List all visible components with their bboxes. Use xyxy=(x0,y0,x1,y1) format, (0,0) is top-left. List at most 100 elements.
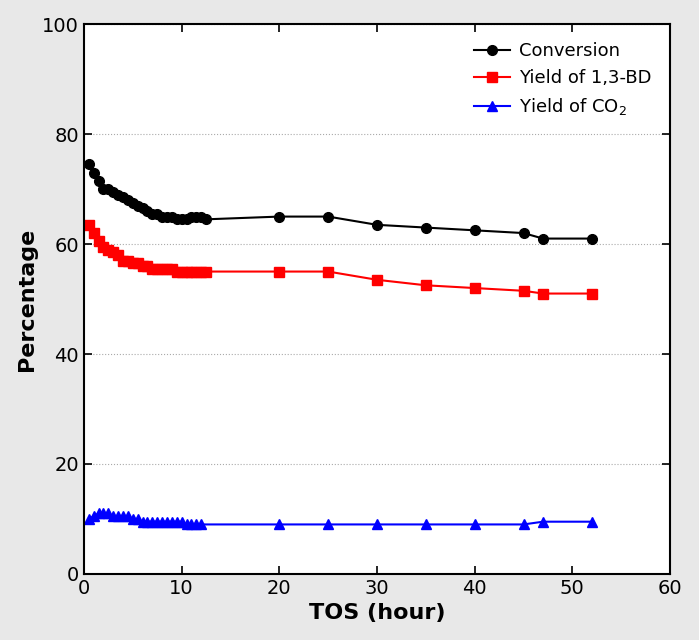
Yield of CO$_2$ xyxy=(99,509,108,517)
Yield of 1,3-BD xyxy=(163,265,171,273)
Yield of 1,3-BD xyxy=(119,257,127,264)
Yield of CO$_2$ xyxy=(539,518,547,525)
Yield of 1,3-BD xyxy=(192,268,201,275)
Conversion xyxy=(94,177,103,185)
Yield of 1,3-BD xyxy=(539,290,547,298)
Yield of 1,3-BD xyxy=(153,265,161,273)
Yield of CO$_2$ xyxy=(588,518,596,525)
Yield of CO$_2$ xyxy=(85,515,93,523)
Yield of CO$_2$ xyxy=(119,513,127,520)
Yield of 1,3-BD xyxy=(197,268,206,275)
Yield of CO$_2$ xyxy=(138,518,147,525)
Yield of CO$_2$ xyxy=(124,513,132,520)
Yield of 1,3-BD xyxy=(158,265,166,273)
Yield of CO$_2$ xyxy=(324,520,332,528)
Conversion xyxy=(173,216,181,223)
Yield of 1,3-BD xyxy=(373,276,381,284)
Yield of 1,3-BD xyxy=(178,268,186,275)
Conversion xyxy=(324,212,332,220)
Yield of CO$_2$ xyxy=(109,513,117,520)
Conversion xyxy=(421,224,430,232)
Yield of CO$_2$ xyxy=(470,520,479,528)
Conversion xyxy=(104,185,113,193)
Y-axis label: Percentage: Percentage xyxy=(17,227,36,371)
Yield of 1,3-BD xyxy=(173,268,181,275)
Yield of 1,3-BD xyxy=(187,268,196,275)
Conversion xyxy=(143,207,152,215)
Yield of 1,3-BD xyxy=(99,243,108,251)
Yield of 1,3-BD xyxy=(421,282,430,289)
Yield of 1,3-BD xyxy=(202,268,210,275)
Yield of 1,3-BD xyxy=(588,290,596,298)
Yield of CO$_2$ xyxy=(275,520,284,528)
Yield of 1,3-BD xyxy=(134,259,142,267)
Line: Yield of 1,3-BD: Yield of 1,3-BD xyxy=(84,220,597,298)
Yield of 1,3-BD xyxy=(275,268,284,275)
Yield of 1,3-BD xyxy=(109,248,117,256)
Conversion xyxy=(182,216,191,223)
Yield of CO$_2$ xyxy=(114,513,122,520)
Yield of 1,3-BD xyxy=(114,252,122,259)
X-axis label: TOS (hour): TOS (hour) xyxy=(309,604,445,623)
Conversion xyxy=(158,212,166,220)
Yield of 1,3-BD xyxy=(138,262,147,270)
Conversion xyxy=(89,169,98,177)
Conversion xyxy=(373,221,381,228)
Yield of 1,3-BD xyxy=(324,268,332,275)
Legend: Conversion, Yield of 1,3-BD, Yield of CO$_2$: Conversion, Yield of 1,3-BD, Yield of CO… xyxy=(466,33,661,126)
Yield of CO$_2$ xyxy=(168,518,176,525)
Conversion xyxy=(114,191,122,198)
Conversion xyxy=(202,216,210,223)
Yield of CO$_2$ xyxy=(373,520,381,528)
Yield of CO$_2$ xyxy=(187,520,196,528)
Yield of CO$_2$ xyxy=(178,518,186,525)
Line: Yield of CO$_2$: Yield of CO$_2$ xyxy=(84,509,597,529)
Yield of CO$_2$ xyxy=(192,520,201,528)
Conversion xyxy=(519,229,528,237)
Yield of 1,3-BD xyxy=(168,265,176,273)
Yield of CO$_2$ xyxy=(421,520,430,528)
Yield of 1,3-BD xyxy=(89,229,98,237)
Line: Conversion: Conversion xyxy=(84,159,597,243)
Yield of 1,3-BD xyxy=(129,259,137,267)
Yield of CO$_2$ xyxy=(148,518,157,525)
Yield of CO$_2$ xyxy=(163,518,171,525)
Conversion xyxy=(539,235,547,243)
Conversion xyxy=(138,205,147,212)
Yield of CO$_2$ xyxy=(143,518,152,525)
Yield of CO$_2$ xyxy=(129,515,137,523)
Conversion xyxy=(178,216,186,223)
Conversion xyxy=(187,212,196,220)
Yield of 1,3-BD xyxy=(94,237,103,245)
Conversion xyxy=(109,188,117,196)
Conversion xyxy=(134,202,142,209)
Yield of CO$_2$ xyxy=(94,509,103,517)
Conversion xyxy=(163,212,171,220)
Conversion xyxy=(588,235,596,243)
Yield of 1,3-BD xyxy=(143,262,152,270)
Conversion xyxy=(129,199,137,207)
Yield of CO$_2$ xyxy=(153,518,161,525)
Conversion xyxy=(85,161,93,168)
Conversion xyxy=(119,193,127,201)
Yield of CO$_2$ xyxy=(519,520,528,528)
Yield of CO$_2$ xyxy=(104,509,113,517)
Yield of CO$_2$ xyxy=(182,520,191,528)
Conversion xyxy=(153,210,161,218)
Yield of CO$_2$ xyxy=(134,515,142,523)
Yield of 1,3-BD xyxy=(104,246,113,253)
Yield of CO$_2$ xyxy=(173,518,181,525)
Yield of CO$_2$ xyxy=(158,518,166,525)
Yield of 1,3-BD xyxy=(519,287,528,294)
Conversion xyxy=(470,227,479,234)
Conversion xyxy=(99,185,108,193)
Conversion xyxy=(168,212,176,220)
Conversion xyxy=(124,196,132,204)
Conversion xyxy=(275,212,284,220)
Yield of CO$_2$ xyxy=(89,513,98,520)
Yield of 1,3-BD xyxy=(182,268,191,275)
Yield of 1,3-BD xyxy=(85,221,93,228)
Yield of CO$_2$ xyxy=(197,520,206,528)
Yield of 1,3-BD xyxy=(148,265,157,273)
Yield of 1,3-BD xyxy=(470,284,479,292)
